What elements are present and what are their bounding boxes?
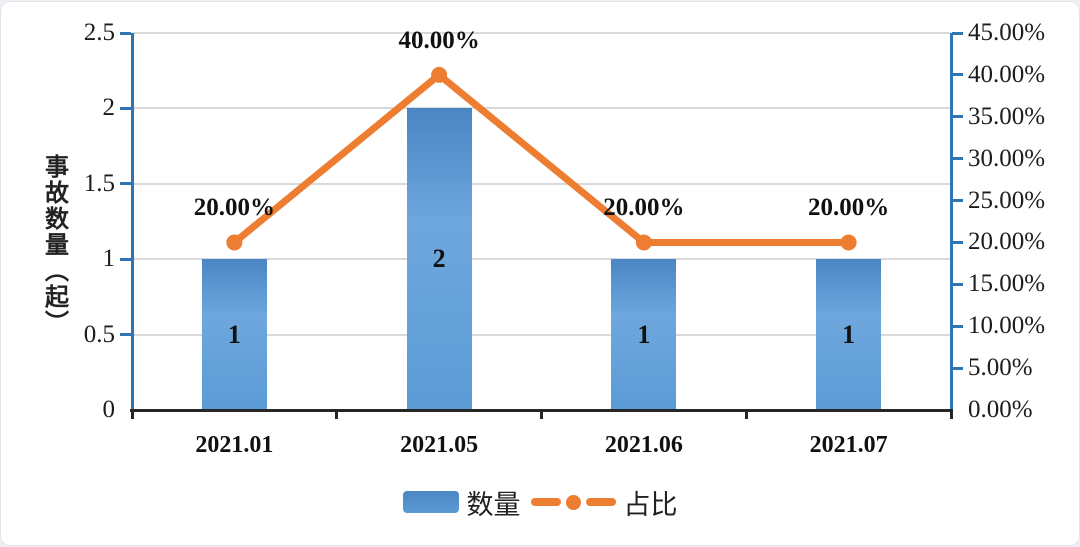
right-axis-tick-label: 10.00% [968, 312, 1046, 340]
right-axis-tick [952, 282, 963, 286]
line-point-label: 20.00% [193, 194, 275, 222]
line-marker [840, 234, 857, 251]
line-marker [635, 234, 652, 251]
right-axis-tick-label: 30.00% [968, 144, 1046, 172]
line-path [230, 71, 853, 246]
line-point-label: 20.00% [808, 194, 890, 222]
right-axis-tick [952, 324, 963, 328]
left-axis-tick-label: 2 [102, 94, 116, 122]
line-marker [226, 234, 243, 251]
right-axis-tick [952, 31, 963, 35]
left-axis-line [130, 33, 134, 412]
x-axis-tick [130, 410, 134, 419]
right-axis-tick-label: 25.00% [968, 186, 1046, 214]
right-axis-tick-label: 40.00% [968, 60, 1046, 88]
bar-value-label: 2 [432, 244, 446, 274]
left-axis-tick-label: 0.5 [83, 320, 115, 348]
right-axis-tick-label: 15.00% [968, 270, 1046, 298]
right-axis-tick [952, 157, 963, 161]
legend-item-line: 占比 [530, 483, 678, 522]
bar-2021.01 [201, 259, 267, 410]
left-axis-title: 事故数量（起） [40, 154, 69, 336]
right-axis-tick [952, 199, 963, 203]
gridline [132, 182, 951, 185]
right-axis-tick-label: 45.00% [968, 19, 1046, 46]
left-axis-tick-label: 1 [102, 245, 116, 273]
gridline [132, 333, 951, 336]
bar-2021.05 [406, 108, 472, 410]
bar-2021.07 [816, 259, 882, 410]
left-axis-tick-label: 1.5 [83, 169, 115, 197]
legend-bar-swatch-icon [402, 491, 459, 513]
right-axis-tick-label: 20.00% [968, 228, 1046, 256]
x-axis-tick [744, 410, 748, 419]
left-axis-tick [120, 31, 131, 35]
gridline [132, 32, 951, 34]
left-axis-tick-label: 2.5 [83, 19, 115, 46]
right-axis-tick [952, 366, 963, 370]
legend-label: 数量 [466, 489, 521, 521]
x-axis-label: 2021.06 [604, 432, 683, 458]
left-axis-tick-label: 0 [102, 396, 116, 423]
bar-value-label: 1 [842, 319, 856, 349]
legend-line-swatch-icon [530, 494, 616, 510]
right-axis-tick [952, 240, 963, 244]
x-axis-label: 2021.05 [400, 432, 479, 458]
gridline [132, 107, 951, 110]
legend-item-bar: 数量 [402, 483, 521, 522]
gridline [132, 258, 951, 261]
right-axis-tick [952, 73, 963, 77]
left-axis-tick [120, 333, 131, 337]
line-marker [431, 66, 448, 83]
left-axis-tick [120, 106, 131, 110]
x-axis-tick [540, 410, 543, 419]
legend: 数量 占比 [1, 482, 1079, 522]
x-axis-tick [335, 410, 339, 419]
legend-label: 占比 [623, 489, 678, 521]
line-point-label: 20.00% [603, 194, 685, 222]
x-axis-label: 2021.07 [809, 432, 888, 458]
left-axis-tick [120, 257, 131, 261]
right-axis-tick-label: 5.00% [968, 354, 1033, 382]
bar-value-label: 1 [637, 319, 651, 349]
x-axis-label: 2021.01 [195, 432, 274, 458]
x-axis-tick [949, 410, 953, 419]
right-axis-tick [952, 115, 963, 119]
bar-2021.06 [611, 259, 677, 410]
bar-value-label: 1 [227, 319, 241, 349]
right-axis-tick-label: 0.00% [968, 396, 1033, 423]
line-point-label: 40.00% [398, 26, 480, 54]
right-axis-line [949, 33, 953, 412]
right-axis-tick-label: 35.00% [968, 102, 1046, 130]
left-axis-tick [120, 182, 131, 186]
